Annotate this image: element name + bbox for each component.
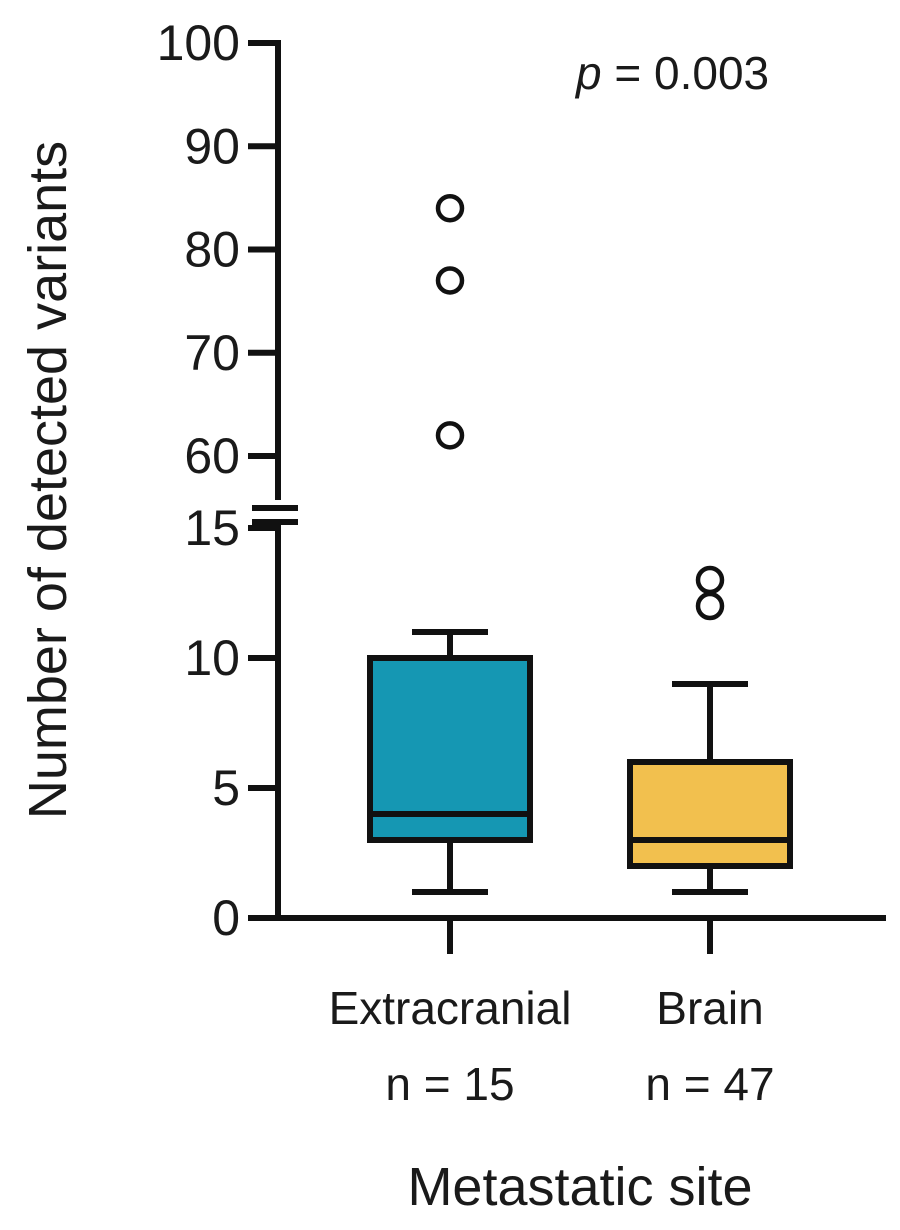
y-tick-label-70: 70 <box>184 325 240 381</box>
y-tick-label-80: 80 <box>184 222 240 278</box>
extracranial-outlier-point <box>435 266 465 295</box>
brain-outlier-point <box>695 591 725 621</box>
extracranial-category-label: Extracranial <box>329 982 572 1034</box>
x-category-labels: Extracranial n = 15 Brain n = 47 <box>329 982 775 1110</box>
boxes <box>367 629 793 895</box>
brain-n-label: n = 47 <box>645 1058 774 1110</box>
outliers <box>435 193 725 621</box>
y-tick-label-100: 100 <box>157 15 240 71</box>
y-tick-label-90: 90 <box>184 118 240 174</box>
p-value-annotation: p = 0.003 <box>574 47 769 99</box>
y-tick-label-10: 10 <box>184 630 240 686</box>
y-tick-label-60: 60 <box>184 428 240 484</box>
axes <box>252 40 886 954</box>
y-tick-label-15: 15 <box>184 500 240 556</box>
y-tick-label-0: 0 <box>212 890 240 946</box>
extracranial-n-label: n = 15 <box>385 1058 514 1110</box>
brain-outlier-point <box>695 565 725 595</box>
y-tick-label-5: 5 <box>212 760 240 816</box>
extracranial-outlier-point <box>435 193 465 223</box>
extracranial-box <box>367 655 533 843</box>
brain-box <box>627 759 793 869</box>
y-axis-title: Number of detected variants <box>18 141 78 819</box>
p-value: = 0.003 <box>602 47 770 99</box>
x-axis-title: Metastatic site <box>407 1157 752 1217</box>
extracranial-outlier-point <box>435 421 465 450</box>
brain-category-label: Brain <box>656 982 763 1034</box>
p-symbol: p <box>574 47 602 99</box>
y-ticks: 0 5 10 15 60 70 80 90 100 <box>157 15 278 946</box>
